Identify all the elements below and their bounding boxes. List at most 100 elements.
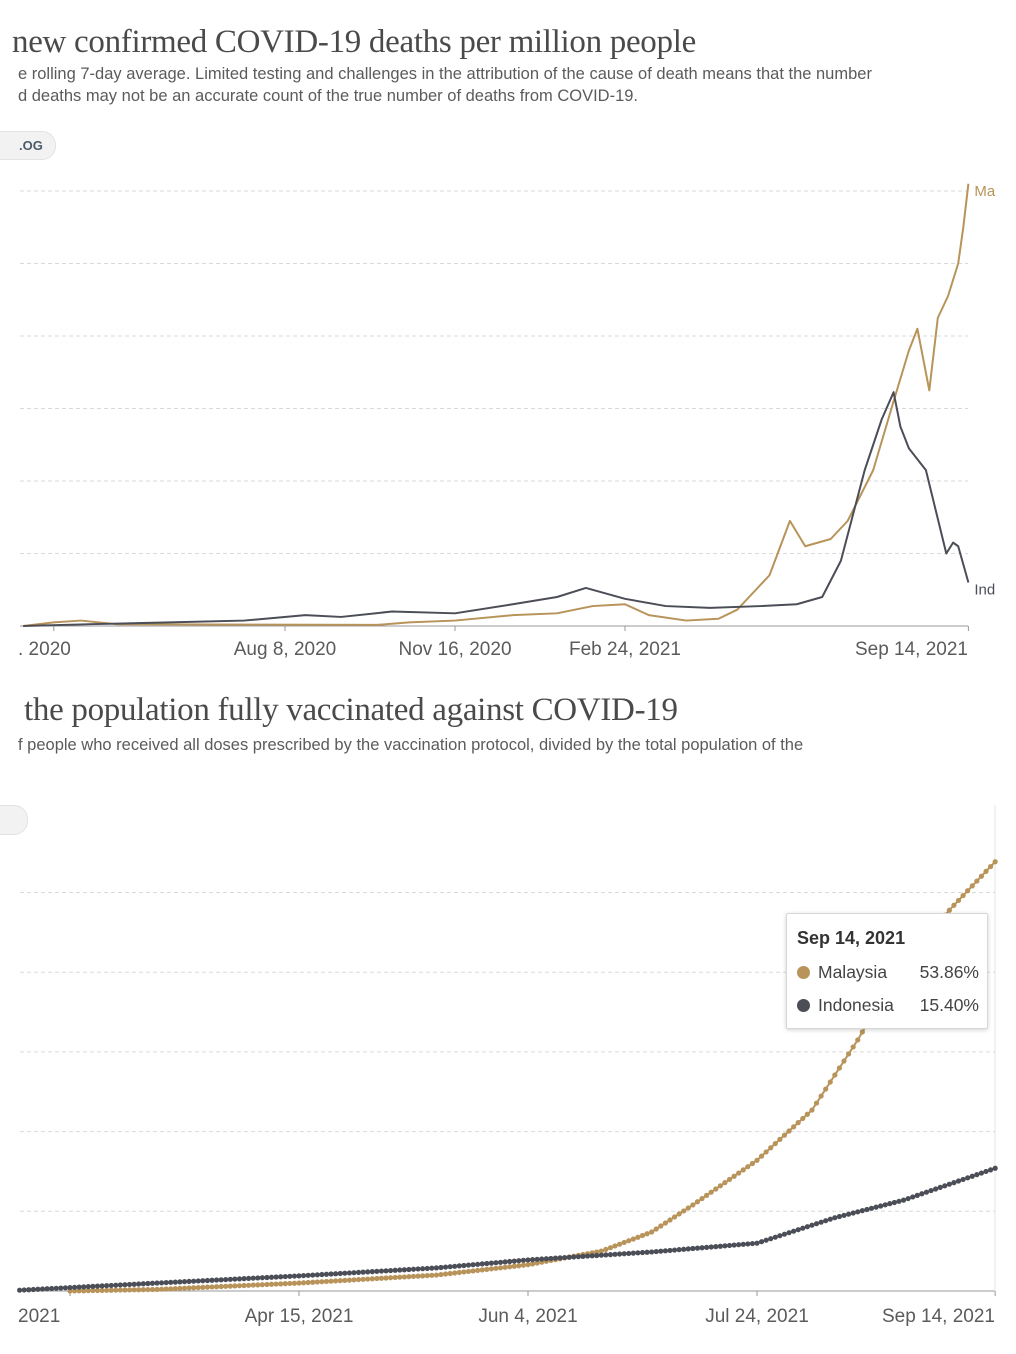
data-point-malaysia bbox=[122, 1287, 128, 1293]
data-point-malaysia bbox=[951, 902, 957, 908]
data-point-malaysia bbox=[218, 1283, 224, 1290]
x-tick-label: Jul 24, 2021 bbox=[705, 1306, 809, 1327]
data-point-indonesia bbox=[108, 1282, 114, 1289]
data-point-malaysia bbox=[351, 1277, 357, 1283]
data-point-indonesia bbox=[461, 1262, 467, 1269]
data-point-malaysia bbox=[296, 1280, 302, 1286]
data-point-malaysia bbox=[987, 863, 994, 870]
data-point-malaysia bbox=[236, 1283, 243, 1289]
x-tick-label: . 2020 bbox=[18, 639, 71, 660]
data-point-indonesia bbox=[800, 1225, 806, 1231]
data-point-malaysia bbox=[181, 1285, 188, 1291]
data-point-malaysia bbox=[846, 1051, 852, 1057]
data-point-indonesia bbox=[882, 1202, 888, 1208]
data-point-indonesia bbox=[218, 1277, 224, 1283]
data-point-malaysia bbox=[598, 1248, 604, 1254]
data-point-indonesia bbox=[983, 1168, 989, 1175]
data-point-malaysia bbox=[708, 1189, 714, 1195]
data-point-malaysia bbox=[424, 1272, 430, 1279]
data-point-malaysia bbox=[232, 1283, 238, 1289]
data-point-indonesia bbox=[346, 1270, 352, 1276]
data-point-malaysia bbox=[328, 1278, 334, 1284]
data-point-indonesia bbox=[731, 1242, 737, 1248]
data-point-indonesia bbox=[804, 1224, 810, 1230]
data-point-indonesia bbox=[653, 1248, 659, 1255]
data-point-indonesia bbox=[667, 1247, 673, 1254]
data-point-indonesia bbox=[342, 1270, 348, 1276]
data-point-indonesia bbox=[392, 1267, 398, 1273]
data-point-malaysia bbox=[282, 1281, 288, 1287]
data-point-indonesia bbox=[122, 1282, 128, 1288]
data-point-indonesia bbox=[442, 1264, 449, 1270]
data-point-indonesia bbox=[39, 1286, 46, 1292]
data-point-indonesia bbox=[300, 1272, 307, 1279]
x-tick-label: Sep 14, 2021 bbox=[882, 1306, 995, 1327]
data-point-indonesia bbox=[452, 1263, 458, 1269]
data-point-indonesia bbox=[539, 1256, 545, 1262]
data-point-indonesia bbox=[978, 1170, 985, 1176]
data-point-malaysia bbox=[145, 1286, 151, 1293]
data-point-indonesia bbox=[937, 1184, 943, 1190]
data-point-indonesia bbox=[708, 1244, 714, 1250]
data-point-indonesia bbox=[543, 1256, 549, 1262]
data-point-indonesia bbox=[465, 1262, 472, 1268]
data-point-malaysia bbox=[630, 1236, 636, 1242]
data-point-indonesia bbox=[360, 1269, 366, 1275]
data-point-indonesia bbox=[410, 1266, 417, 1272]
data-point-malaysia bbox=[461, 1269, 467, 1275]
data-point-malaysia bbox=[305, 1279, 311, 1286]
data-point-malaysia bbox=[671, 1214, 678, 1220]
data-point-indonesia bbox=[855, 1209, 861, 1215]
data-point-indonesia bbox=[58, 1285, 64, 1291]
data-point-indonesia bbox=[49, 1285, 55, 1292]
data-point-indonesia bbox=[873, 1204, 879, 1210]
data-point-indonesia bbox=[676, 1247, 682, 1253]
data-point-indonesia bbox=[314, 1272, 320, 1278]
data-point-indonesia bbox=[598, 1252, 604, 1258]
data-point-indonesia bbox=[768, 1236, 774, 1242]
data-point-malaysia bbox=[493, 1265, 499, 1271]
data-point-malaysia bbox=[108, 1287, 114, 1293]
scale-toggle[interactable] bbox=[0, 805, 28, 835]
data-point-malaysia bbox=[172, 1285, 178, 1292]
data-point-malaysia bbox=[104, 1287, 110, 1293]
data-point-indonesia bbox=[749, 1240, 756, 1247]
data-point-indonesia bbox=[369, 1269, 375, 1275]
data-point-malaysia bbox=[681, 1208, 687, 1214]
data-point-indonesia bbox=[960, 1176, 966, 1183]
log-scale-toggle[interactable]: .OG bbox=[0, 131, 56, 160]
data-point-indonesia bbox=[992, 1165, 998, 1171]
tooltip-value: 53.86% bbox=[919, 962, 979, 982]
data-point-malaysia bbox=[378, 1275, 385, 1281]
data-point-indonesia bbox=[529, 1257, 536, 1263]
data-point-indonesia bbox=[163, 1279, 169, 1286]
data-point-indonesia bbox=[397, 1267, 403, 1273]
data-point-malaysia bbox=[772, 1140, 778, 1147]
data-point-malaysia bbox=[644, 1231, 650, 1237]
data-point-indonesia bbox=[589, 1253, 595, 1259]
data-point-malaysia bbox=[731, 1173, 737, 1179]
data-point-indonesia bbox=[603, 1252, 609, 1258]
data-point-indonesia bbox=[287, 1273, 293, 1279]
data-point-indonesia bbox=[186, 1278, 192, 1285]
data-point-malaysia bbox=[740, 1167, 746, 1173]
data-point-malaysia bbox=[314, 1279, 320, 1285]
data-point-indonesia bbox=[415, 1266, 421, 1272]
data-point-malaysia bbox=[969, 883, 975, 889]
data-point-indonesia bbox=[200, 1278, 206, 1284]
data-point-indonesia bbox=[868, 1205, 875, 1211]
data-point-indonesia bbox=[878, 1203, 884, 1209]
x-tick-label: Feb 24, 2021 bbox=[569, 639, 681, 660]
data-point-malaysia bbox=[617, 1241, 623, 1247]
data-point-malaysia bbox=[658, 1223, 664, 1229]
data-point-indonesia bbox=[136, 1281, 142, 1287]
data-point-indonesia bbox=[740, 1241, 746, 1247]
data-point-malaysia bbox=[607, 1245, 614, 1251]
data-point-indonesia bbox=[227, 1276, 233, 1282]
x-tick-label: Sep 14, 2021 bbox=[855, 639, 968, 660]
data-point-indonesia bbox=[475, 1261, 481, 1267]
data-point-indonesia bbox=[580, 1253, 586, 1259]
data-point-indonesia bbox=[681, 1246, 687, 1252]
data-point-indonesia bbox=[534, 1256, 540, 1262]
data-point-indonesia bbox=[685, 1246, 691, 1252]
